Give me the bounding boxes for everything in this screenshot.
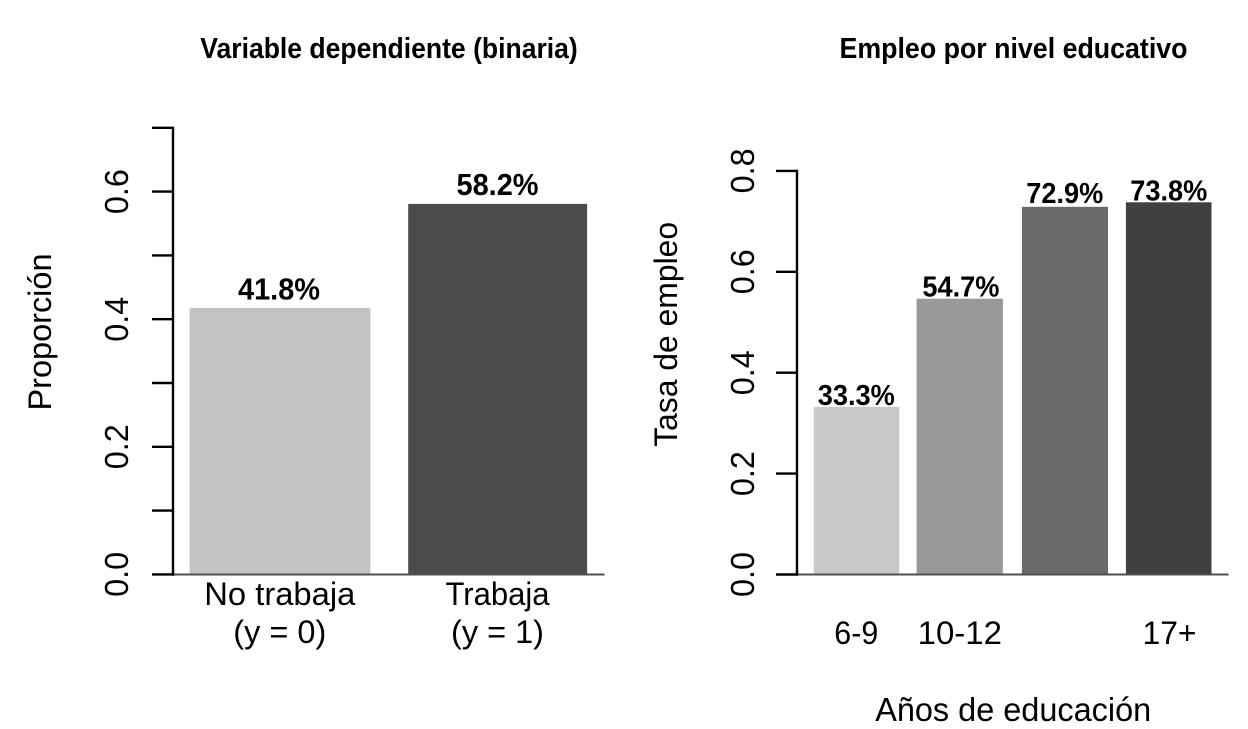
svg-text:Empleo por nivel educativo: Empleo por nivel educativo xyxy=(840,33,1188,65)
svg-text:Tasa de empleo: Tasa de empleo xyxy=(648,222,684,447)
svg-text:0.2: 0.2 xyxy=(724,451,761,496)
svg-text:41.8%: 41.8% xyxy=(238,273,320,307)
svg-text:0.6: 0.6 xyxy=(98,169,135,214)
svg-text:33.3%: 33.3% xyxy=(818,380,895,412)
svg-text:Trabaja: Trabaja xyxy=(446,576,550,612)
svg-text:0.4: 0.4 xyxy=(724,350,761,395)
svg-text:(y = 1): (y = 1) xyxy=(451,614,544,650)
svg-text:0.6: 0.6 xyxy=(724,249,761,294)
svg-text:58.2%: 58.2% xyxy=(457,168,539,202)
svg-text:0.0: 0.0 xyxy=(98,552,135,597)
svg-text:0.0: 0.0 xyxy=(724,552,761,597)
svg-text:72.9%: 72.9% xyxy=(1026,178,1103,210)
svg-text:0.4: 0.4 xyxy=(98,297,135,342)
svg-text:17+: 17+ xyxy=(1143,615,1197,651)
svg-text:Proporción: Proporción xyxy=(22,254,58,411)
svg-text:(y = 0): (y = 0) xyxy=(233,614,326,650)
svg-text:0.2: 0.2 xyxy=(98,424,135,469)
svg-text:0.8: 0.8 xyxy=(724,148,761,193)
svg-text:6-9: 6-9 xyxy=(834,615,878,651)
svg-text:No trabaja: No trabaja xyxy=(204,576,355,612)
svg-text:54.7%: 54.7% xyxy=(922,272,999,304)
svg-text:Años de educación: Años de educación xyxy=(875,692,1151,729)
svg-text:10-12: 10-12 xyxy=(918,615,1002,651)
svg-text:Variable dependiente (binaria): Variable dependiente (binaria) xyxy=(200,33,578,65)
svg-text:73.8%: 73.8% xyxy=(1130,176,1207,208)
